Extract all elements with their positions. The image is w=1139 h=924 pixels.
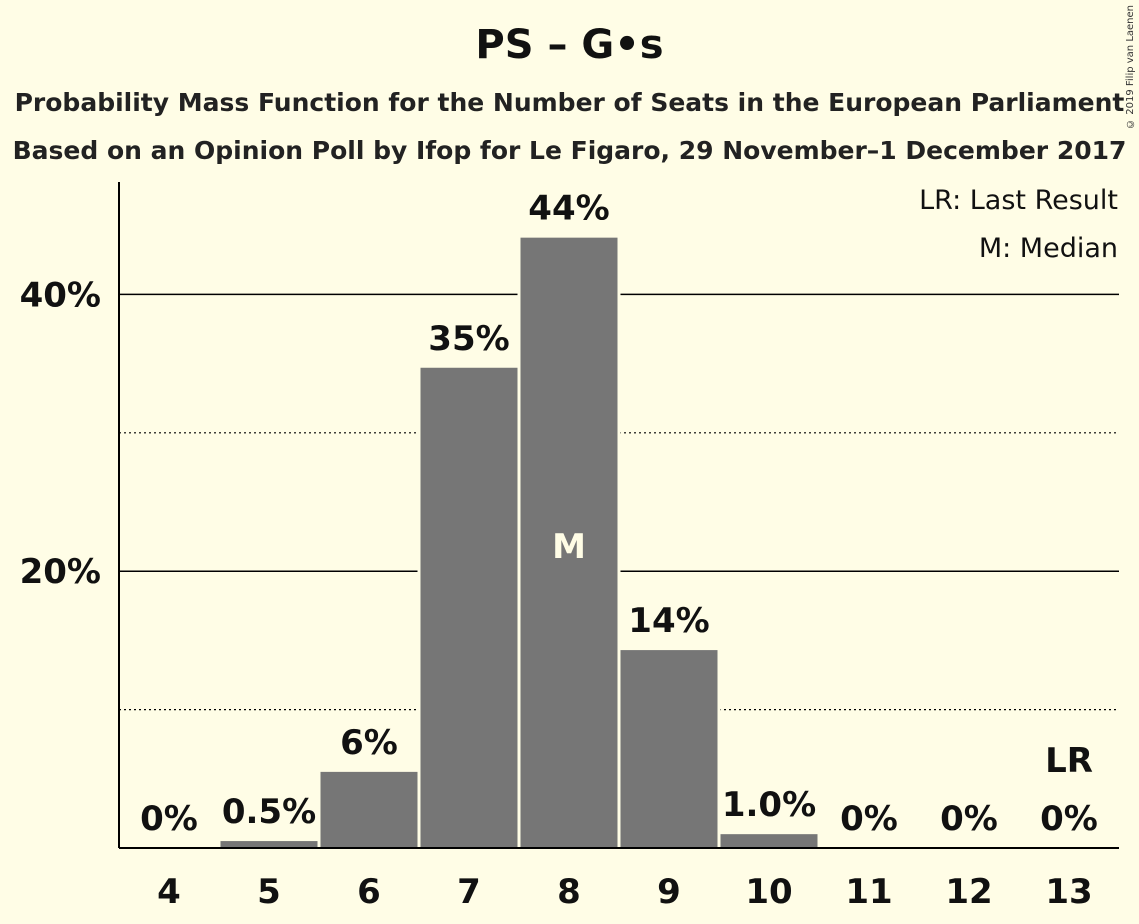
value-label: 1.0% xyxy=(722,785,816,825)
bar xyxy=(620,650,718,848)
value-label: 35% xyxy=(428,319,509,359)
axes: 20% 40% 4 5 6 7 8 9 10 11 12 13 xyxy=(20,182,1119,912)
bar xyxy=(320,771,418,848)
bar xyxy=(420,367,518,848)
bars xyxy=(217,234,821,848)
x-tick-label: 5 xyxy=(257,872,281,912)
y-tick-label: 40% xyxy=(20,275,101,315)
value-label: 0.5% xyxy=(222,792,316,832)
x-tick-label: 9 xyxy=(657,872,681,912)
y-tick-label: 20% xyxy=(20,552,101,592)
bar xyxy=(720,834,818,848)
x-tick-label: 10 xyxy=(745,872,792,912)
bar xyxy=(220,841,318,848)
x-tick-label: 8 xyxy=(557,872,581,912)
legend-entry: M: Median xyxy=(979,233,1118,264)
legend-entry: LR: Last Result xyxy=(919,185,1118,216)
value-label: 0% xyxy=(940,799,998,839)
value-label: 0% xyxy=(1040,799,1098,839)
value-label: 0% xyxy=(840,799,898,839)
x-tick-label: 13 xyxy=(1045,872,1092,912)
x-tick-label: 4 xyxy=(157,872,181,912)
value-labels: 0% 0.5% 6% 35% 44% 14% 1.0% 0% 0% 0% M LR xyxy=(140,189,1098,839)
value-label: 44% xyxy=(528,189,609,229)
x-tick-label: 7 xyxy=(457,872,481,912)
chart-subtitle: Probability Mass Function for the Number… xyxy=(14,88,1125,117)
value-label: 0% xyxy=(140,799,198,839)
bar xyxy=(520,237,618,848)
x-tick-label: 11 xyxy=(845,872,892,912)
chart-source-line: Based on an Opinion Poll by Ifop for Le … xyxy=(12,136,1127,165)
chart-title: PS – G•s xyxy=(475,22,664,68)
value-label: 14% xyxy=(628,601,709,641)
median-marker: M xyxy=(552,527,586,567)
last-result-marker: LR xyxy=(1045,741,1093,781)
x-tick-label: 6 xyxy=(357,872,381,912)
legend: LR: Last Result M: Median xyxy=(919,185,1118,264)
x-tick-label: 12 xyxy=(945,872,992,912)
value-label: 6% xyxy=(340,723,398,763)
